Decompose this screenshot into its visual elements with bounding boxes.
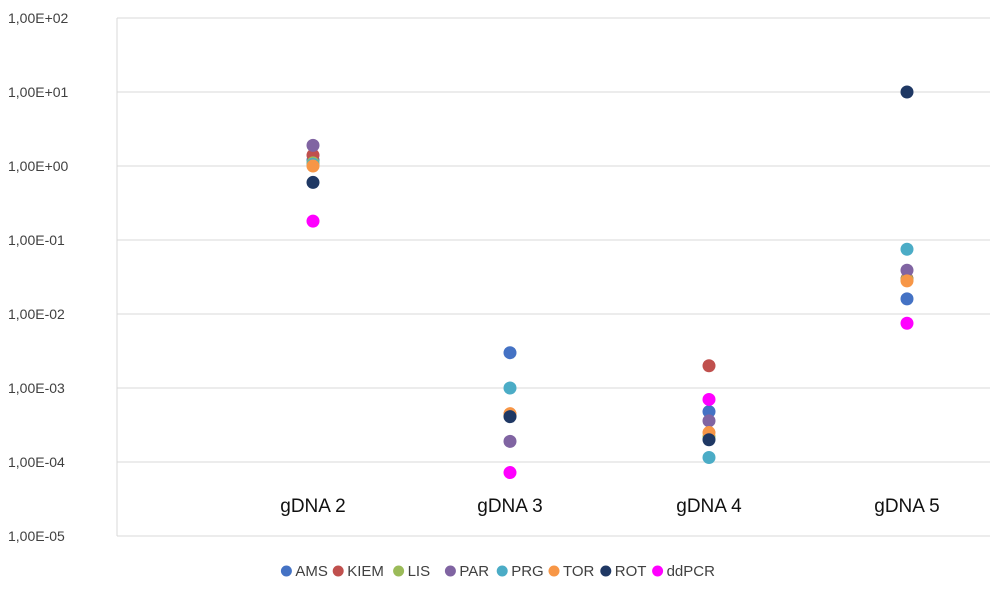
- legend-marker: [496, 565, 508, 577]
- legend-item: KIEM: [332, 563, 384, 580]
- data-point: [900, 292, 914, 306]
- legend-marker: [393, 565, 405, 577]
- legend-label: PAR: [459, 563, 489, 580]
- legend-marker: [280, 565, 292, 577]
- data-point: [306, 159, 320, 173]
- y-tick-label: 1,00E+01: [8, 84, 69, 100]
- y-axis: 1,00E+02 1,00E+01 1,00E+00 1,00E-01 1,00E-02…: [8, 10, 118, 544]
- data-point: [702, 405, 716, 419]
- legend: AMS KIEM LIS PAR PRG TOR ROT ddPCR: [280, 563, 715, 580]
- legend-marker: [652, 565, 664, 577]
- legend-label: KIEM: [347, 563, 384, 580]
- legend-label: TOR: [563, 563, 595, 580]
- legend-marker: [444, 565, 456, 577]
- data-point: [306, 175, 320, 189]
- y-tick-label: 1,00E-05: [8, 528, 65, 544]
- data-point: [702, 414, 716, 428]
- legend-marker: [548, 565, 560, 577]
- legend-item: AMS: [280, 563, 328, 580]
- data-point: [702, 433, 716, 447]
- legend-label: PRG: [511, 563, 544, 580]
- legend-item: TOR: [548, 563, 595, 580]
- x-category-label: gDNA 3: [477, 496, 542, 517]
- y-tick-label: 1,00E+00: [8, 158, 69, 174]
- x-category-label: gDNA 2: [280, 496, 345, 517]
- legend-item: ddPCR: [652, 563, 715, 580]
- data-point: [900, 274, 914, 288]
- data-point: [702, 451, 716, 465]
- y-tick-label: 1,00E-01: [8, 232, 65, 248]
- y-tick-label: 1,00E-04: [8, 454, 65, 470]
- data-point: [503, 466, 517, 480]
- legend-label: ROT: [615, 563, 647, 580]
- x-category-labels: gDNA 2 gDNA 3 gDNA 4 gDNA 5: [280, 496, 939, 517]
- data-point: [900, 263, 914, 277]
- legend-item: LIS: [393, 563, 430, 580]
- legend-label: ddPCR: [667, 563, 716, 580]
- data-point: [702, 359, 716, 373]
- data-point: [503, 346, 517, 360]
- y-tick-label: 1,00E-03: [8, 380, 65, 396]
- data-point: [503, 434, 517, 448]
- legend-item: ROT: [600, 563, 646, 580]
- data-point: [900, 242, 914, 256]
- data-points: [306, 85, 914, 480]
- legend-item: PRG: [496, 563, 544, 580]
- y-tick-label: 1,00E-02: [8, 306, 65, 322]
- y-tick-label: 1,00E+02: [8, 10, 69, 26]
- data-point: [900, 85, 914, 99]
- legend-marker: [600, 565, 612, 577]
- legend-marker: [332, 565, 344, 577]
- legend-item: PAR: [444, 563, 489, 580]
- legend-label: LIS: [408, 563, 431, 580]
- data-point: [503, 381, 517, 395]
- legend-label: AMS: [295, 563, 328, 580]
- data-point: [900, 316, 914, 330]
- x-category-label: gDNA 5: [874, 496, 939, 517]
- data-point: [306, 138, 320, 152]
- data-point: [306, 214, 320, 228]
- data-point: [503, 410, 517, 424]
- data-point: [702, 392, 716, 406]
- gridlines: [117, 17, 990, 537]
- x-category-label: gDNA 4: [676, 496, 742, 517]
